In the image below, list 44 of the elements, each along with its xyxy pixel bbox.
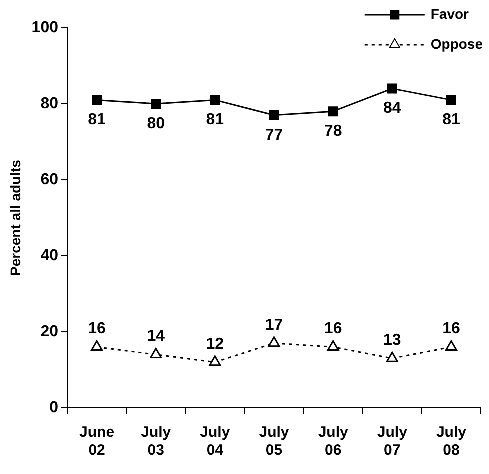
point xyxy=(328,106,338,117)
point xyxy=(151,99,162,109)
legend-label: Favor xyxy=(430,6,470,22)
point xyxy=(387,84,398,94)
data-label: 16 xyxy=(88,320,106,338)
point xyxy=(446,340,458,351)
x-tick-label: July 07 xyxy=(377,424,408,460)
y-tick-label: 60 xyxy=(40,171,59,188)
data-label: 12 xyxy=(206,336,224,353)
data-label: 80 xyxy=(147,115,166,132)
point xyxy=(91,340,103,351)
data-label: 13 xyxy=(383,332,402,350)
data-label: 84 xyxy=(383,100,402,118)
y-tick-label: 40 xyxy=(40,247,59,264)
point xyxy=(210,95,220,106)
point xyxy=(209,356,222,366)
x-tick-label: July 08 xyxy=(436,424,468,460)
point xyxy=(386,352,398,362)
data-label: 81 xyxy=(206,112,224,129)
point xyxy=(446,95,456,106)
data-label: 81 xyxy=(442,112,460,129)
data-label: 16 xyxy=(324,320,342,338)
point xyxy=(268,336,280,348)
point xyxy=(269,110,280,120)
y-tick-label: 0 xyxy=(50,399,59,416)
data-label: 81 xyxy=(88,112,106,129)
x-tick-label: June 02 xyxy=(80,424,115,460)
data-label: 77 xyxy=(265,126,284,144)
legend-label: Oppose xyxy=(430,36,484,52)
x-tick-label: July 03 xyxy=(141,424,172,460)
y-tick-label: 20 xyxy=(40,323,59,340)
data-label: 14 xyxy=(147,328,166,346)
point xyxy=(327,340,340,351)
x-tick-label: July 04 xyxy=(200,424,231,460)
y-tick-label: 80 xyxy=(40,95,59,112)
y-axis-title: Percent all adults xyxy=(7,160,24,276)
point xyxy=(150,348,162,359)
x-tick-label: July 06 xyxy=(318,424,349,460)
x-tick-label: July 05 xyxy=(259,424,290,460)
data-label: 16 xyxy=(442,320,460,338)
point xyxy=(92,95,102,106)
data-label: 78 xyxy=(324,123,342,140)
data-label: 17 xyxy=(265,316,284,334)
y-tick-label: 100 xyxy=(32,19,59,36)
